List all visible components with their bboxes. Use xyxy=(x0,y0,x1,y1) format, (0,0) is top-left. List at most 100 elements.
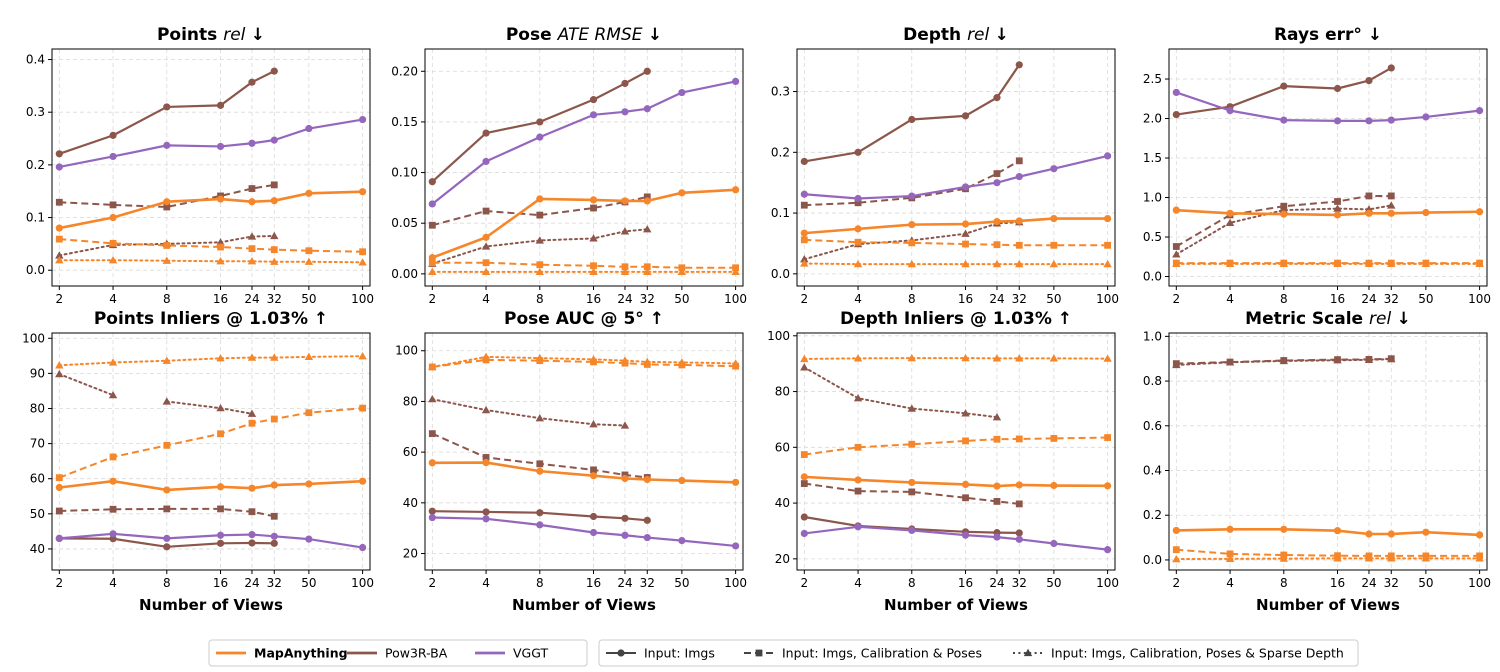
series-mapanything xyxy=(1172,525,1484,539)
x-tick-label: 50 xyxy=(674,576,689,590)
y-tick-label: 100 xyxy=(767,329,790,343)
x-tick-label: 16 xyxy=(586,576,601,590)
legend-marker xyxy=(755,649,763,657)
title-arrow: ↓ xyxy=(1368,25,1382,45)
data-point xyxy=(304,352,314,361)
data-point xyxy=(620,421,630,429)
data-point xyxy=(247,409,257,417)
panel-title: Rays err° ↓ xyxy=(1274,25,1382,45)
title-arrow: ↓ xyxy=(995,25,1009,45)
data-point xyxy=(482,207,490,215)
data-point xyxy=(217,430,224,438)
data-point xyxy=(1172,250,1181,258)
legend-box-methods xyxy=(208,639,588,667)
data-point xyxy=(216,403,225,412)
data-point xyxy=(1387,64,1395,72)
data-point xyxy=(590,204,597,212)
data-point xyxy=(482,515,490,523)
data-point xyxy=(270,481,278,489)
series-mapanything xyxy=(800,353,1112,363)
data-point xyxy=(304,257,314,265)
data-point xyxy=(1172,526,1180,535)
x-tick-label: 16 xyxy=(213,292,228,306)
data-point xyxy=(270,257,279,265)
data-point xyxy=(854,238,862,246)
series-pow3r-ba xyxy=(55,67,278,158)
series-line xyxy=(1175,194,1392,248)
data-point xyxy=(248,245,256,253)
series-line xyxy=(1175,204,1393,256)
data-point xyxy=(1225,554,1235,562)
data-point xyxy=(1015,241,1023,249)
data-point xyxy=(535,267,544,275)
x-tick-label: 24 xyxy=(989,576,1004,590)
data-point xyxy=(1365,355,1373,363)
data-point xyxy=(1172,206,1180,214)
x-tick-label: 4 xyxy=(109,292,117,306)
data-point xyxy=(800,513,808,521)
data-point xyxy=(800,255,809,263)
data-point xyxy=(1365,209,1373,217)
series-mapanything xyxy=(428,267,740,275)
data-point xyxy=(1049,259,1059,268)
data-point xyxy=(1365,552,1373,560)
data-point xyxy=(270,415,278,423)
data-point xyxy=(109,131,117,139)
title-italic: rel xyxy=(1369,309,1397,329)
series-vggt xyxy=(55,530,367,552)
data-point xyxy=(1172,360,1180,368)
data-point xyxy=(800,363,809,371)
data-point xyxy=(961,259,970,268)
panel-title: Pose AUC @ 5° ↑ xyxy=(504,309,664,329)
x-tick-label: 50 xyxy=(1046,292,1061,306)
series-vggt xyxy=(800,152,1112,203)
data-point xyxy=(270,67,278,75)
series-line xyxy=(804,64,1021,163)
panel-title: Points Inliers @ 1.03% ↑ xyxy=(94,309,328,329)
x-tick-label: 100 xyxy=(1468,292,1491,306)
x-tick-label: 50 xyxy=(1418,292,1433,306)
data-point xyxy=(620,267,630,275)
data-point xyxy=(428,507,436,515)
x-tick-label: 2 xyxy=(55,576,63,590)
x-tick-label: 100 xyxy=(724,576,747,590)
y-tick-label: 1.5 xyxy=(1143,151,1162,165)
data-point xyxy=(1476,259,1484,267)
series-mapanything xyxy=(55,477,367,494)
legend-label: MapAnything xyxy=(254,646,348,661)
y-tick-label: 0.0 xyxy=(1143,270,1162,284)
y-tick-label: 80 xyxy=(403,394,418,408)
y-tick-label: 60 xyxy=(775,440,790,454)
data-point xyxy=(621,359,629,367)
title-arrow: ↑ xyxy=(314,309,328,329)
data-point xyxy=(1015,217,1023,225)
data-point xyxy=(993,498,1001,505)
x-tick-label: 4 xyxy=(854,576,862,590)
series-line xyxy=(58,259,364,264)
y-tick-label: 0.8 xyxy=(1143,374,1162,388)
data-point xyxy=(216,195,225,203)
data-point xyxy=(1015,535,1023,543)
data-point xyxy=(270,136,278,144)
series-line xyxy=(1176,548,1480,557)
data-point xyxy=(305,409,313,417)
data-point xyxy=(961,220,970,228)
title-main: Rays err° xyxy=(1274,25,1368,45)
x-tick-label: 24 xyxy=(1361,292,1376,306)
data-point xyxy=(1333,211,1342,219)
data-point xyxy=(589,472,598,480)
x-tick-label: 8 xyxy=(536,292,544,306)
data-point xyxy=(163,141,171,149)
data-point xyxy=(1333,84,1342,93)
data-point xyxy=(536,211,544,219)
series-mapanything xyxy=(1172,206,1484,219)
series-line xyxy=(803,221,1021,261)
data-point xyxy=(621,79,629,88)
data-point xyxy=(961,112,970,120)
series-line xyxy=(804,217,1108,235)
series-mapanything xyxy=(428,186,740,262)
data-point xyxy=(800,201,808,209)
x-tick-label: 50 xyxy=(301,576,316,590)
data-point xyxy=(1280,210,1288,218)
